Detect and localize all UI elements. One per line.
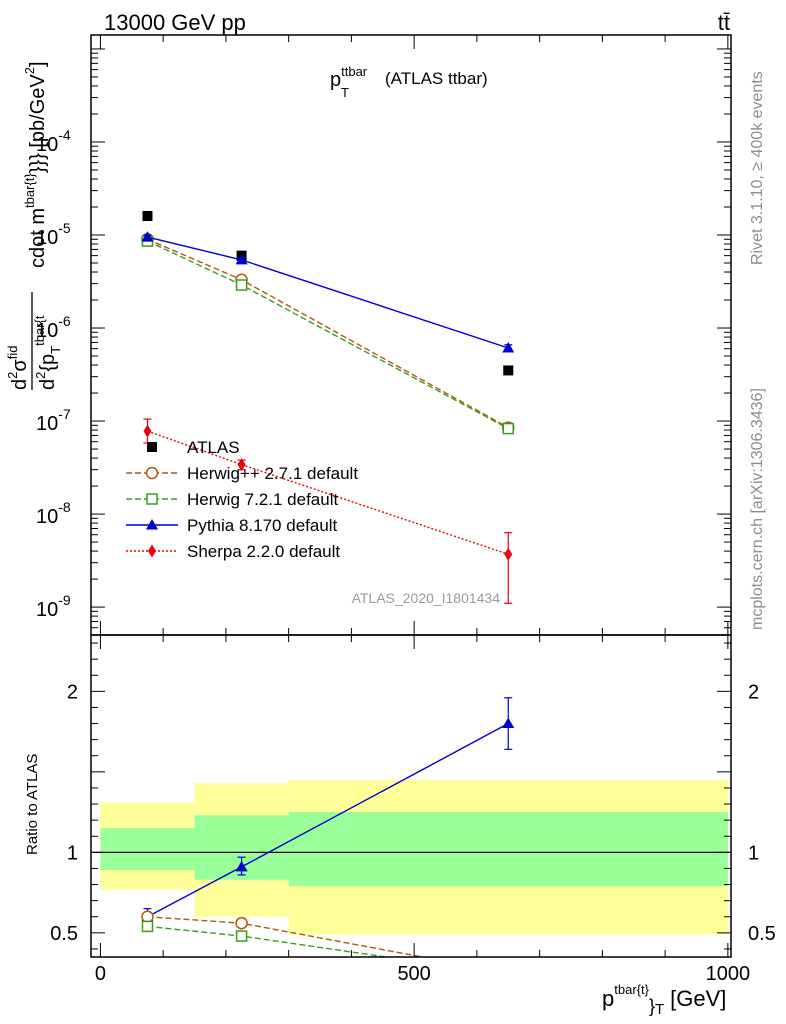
main-y-tick-label: 10-9	[36, 592, 71, 621]
legend-herwig-7-2-1-default-label: Herwig 7.2.1 default	[187, 490, 338, 509]
herwig-7-2-1-default-point	[235, 279, 248, 291]
ratio-plot-frame	[90, 634, 732, 958]
svg-text:d2{pTtbar{t: d2{pTtbar{t	[32, 315, 63, 390]
pythia-8-170-default-point	[141, 231, 154, 242]
ratio-band-green	[100, 828, 195, 871]
sherpa-2-2-0-default-point	[143, 424, 152, 438]
plot-title-rest: (ATLAS ttbar)	[385, 69, 488, 88]
xlabel-mid: }	[649, 996, 655, 1016]
ratio-herwig-7-2-1-default-point	[141, 920, 154, 933]
plot-title-sup: ttbar	[341, 64, 368, 79]
rivet-version-label: Rivet 3.1.10, ≥ 400k events	[749, 71, 766, 265]
y-axis-label: d2σfid d2{pTtbar{t cdot mtbar{t}}}} [pb/…	[5, 61, 63, 390]
pythia-8-170-default-point	[235, 253, 248, 265]
herwig-7-2-1-default-line	[147, 240, 509, 430]
main-y-tick-label: 10-7	[36, 406, 71, 435]
legend-pythia-8-170-default-label: Pythia 8.170 default	[187, 516, 338, 535]
plot-title-main: p	[330, 69, 341, 91]
ratio-herwig-7-2-1-default-point	[235, 930, 248, 942]
main-plot-panel: 10-9 10-8 10-7 10-6 10-5 10-4 pttbar T (ATLAS…	[5, 34, 732, 636]
ratio-pythia-8-170-default-point	[502, 717, 515, 729]
ylabel-frac-bot-rest: {p	[37, 354, 59, 372]
ylabel-frac-top-sup: 2	[5, 372, 20, 379]
ratio-uncertainty-bands	[100, 779, 728, 935]
legend-pythia-8-170-default-marker	[146, 519, 158, 530]
main-y-ticks: 10-9 10-8 10-7 10-6 10-5 10-4	[36, 35, 731, 635]
legend-sherpa-2-2-0-default-label: Sherpa 2.2.0 default	[187, 542, 340, 561]
main-y-tick-label: 10-5	[36, 220, 71, 249]
ratio-herwig-2-7-1-default-point	[141, 910, 154, 923]
svg-text:cdot mtbar{t}}}} [pb/GeV2]: cdot mtbar{t}}}} [pb/GeV2]	[22, 61, 49, 268]
ratio-pythia-8-170-default-point	[235, 860, 248, 872]
ylabel-rest-tail: }}} [pb/GeV	[27, 74, 49, 174]
main-y-tick-label: 10-4	[36, 127, 71, 156]
xlabel-sup: tbar{t}	[614, 982, 649, 997]
ratio-herwig-2-7-1-default-point	[503, 968, 514, 979]
plot-title-sub: T	[341, 85, 349, 100]
ylabel-rest-close: ]	[27, 61, 49, 67]
svg-text:d2σfid: d2σfid	[5, 346, 31, 390]
ratio-y-tick-label-right: 1	[748, 842, 759, 864]
process-label: tt̄	[718, 10, 730, 35]
ratio-herwig-2-7-1-default-point	[235, 916, 248, 930]
ylabel-frac-bot-sub: T	[48, 346, 63, 354]
sherpa-2-2-0-default-point	[237, 458, 246, 472]
ratio-y-tick-label-right: 0.5	[748, 923, 776, 945]
herwig-7-2-1-default-point	[502, 422, 515, 435]
legend-sherpa-2-2-0-default-marker	[148, 544, 156, 558]
ylabel-frac-bot-sup: 2	[33, 372, 48, 379]
main-y-tick-label: 10-6	[36, 313, 71, 342]
xlabel-sub: T	[655, 1001, 664, 1018]
legend-herwig-7-2-1-default-marker	[146, 493, 158, 505]
legend-herwig-2-7-1-default-marker	[145, 466, 159, 480]
ratio-y-tick-label-left: 1	[67, 842, 78, 864]
ylabel-rest-sup: tbar{t}	[22, 173, 37, 208]
atlas-point	[142, 211, 153, 222]
sherpa-2-2-0-default-point	[504, 547, 513, 561]
x-tick-label: 1000	[706, 963, 751, 985]
legend-atlas-label: ATLAS	[187, 438, 240, 457]
analysis-watermark: ATLAS_2020_I1801434	[352, 590, 501, 606]
main-y-tick-label: 10-8	[36, 499, 71, 528]
ratio-band-green	[288, 812, 728, 887]
x-tick-label: 0	[95, 963, 106, 985]
ylabel-frac-bot-sup3: tbar{t	[32, 315, 47, 346]
ratio-series-group	[141, 697, 515, 980]
xlabel-unit: [GeV]	[670, 986, 726, 1011]
sherpa-2-2-0-default-line	[147, 430, 509, 555]
ratio-y-axis-label: Ratio to ATLAS	[24, 754, 41, 855]
ylabel-frac-bot: d	[37, 379, 59, 390]
energy-label: 13000 GeV pp	[104, 10, 246, 35]
atlas-point	[503, 365, 514, 376]
x-axis-label: ptbar{t}}T [GeV]	[602, 982, 726, 1018]
xlabel-main: p	[602, 986, 614, 1011]
ylabel-rest: cdot m	[27, 208, 49, 268]
ylabel-rest-sup2: 2	[22, 67, 37, 74]
ylabel-frac-top-sup2: fid	[5, 346, 20, 360]
ylabel-frac-top-sigma: σ	[9, 359, 31, 372]
pythia-8-170-default-point	[502, 341, 515, 353]
mcplots-label: mcplots.cern.ch [arXiv:1306.3436]	[749, 388, 766, 630]
x-tick-label: 500	[397, 963, 430, 985]
ratio-herwig-7-2-1-default-point	[503, 970, 513, 980]
ylabel-frac-top: d	[9, 379, 31, 390]
ratio-axis-ticks: 0.5 0.5 1 1 2 2 0 500 1000	[50, 635, 776, 985]
ratio-y-tick-label-right: 2	[748, 681, 759, 703]
ratio-y-tick-label-left: 0.5	[50, 923, 78, 945]
legend-atlas-marker	[147, 442, 157, 452]
legend-herwig-2-7-1-default-label: Herwig++ 2.7.1 default	[187, 464, 358, 483]
main-series-group	[141, 211, 515, 604]
ratio-y-tick-label-left: 2	[67, 681, 78, 703]
legend: ATLAS Herwig++ 2.7.1 default Herwig 7.2.1 …	[126, 438, 358, 561]
plot-title: pttbar	[330, 64, 368, 91]
ratio-plot-panel: 0.5 0.5 1 1 2 2 0 500 1000 Ratio to ATLAS ptbar{…	[24, 634, 776, 1018]
